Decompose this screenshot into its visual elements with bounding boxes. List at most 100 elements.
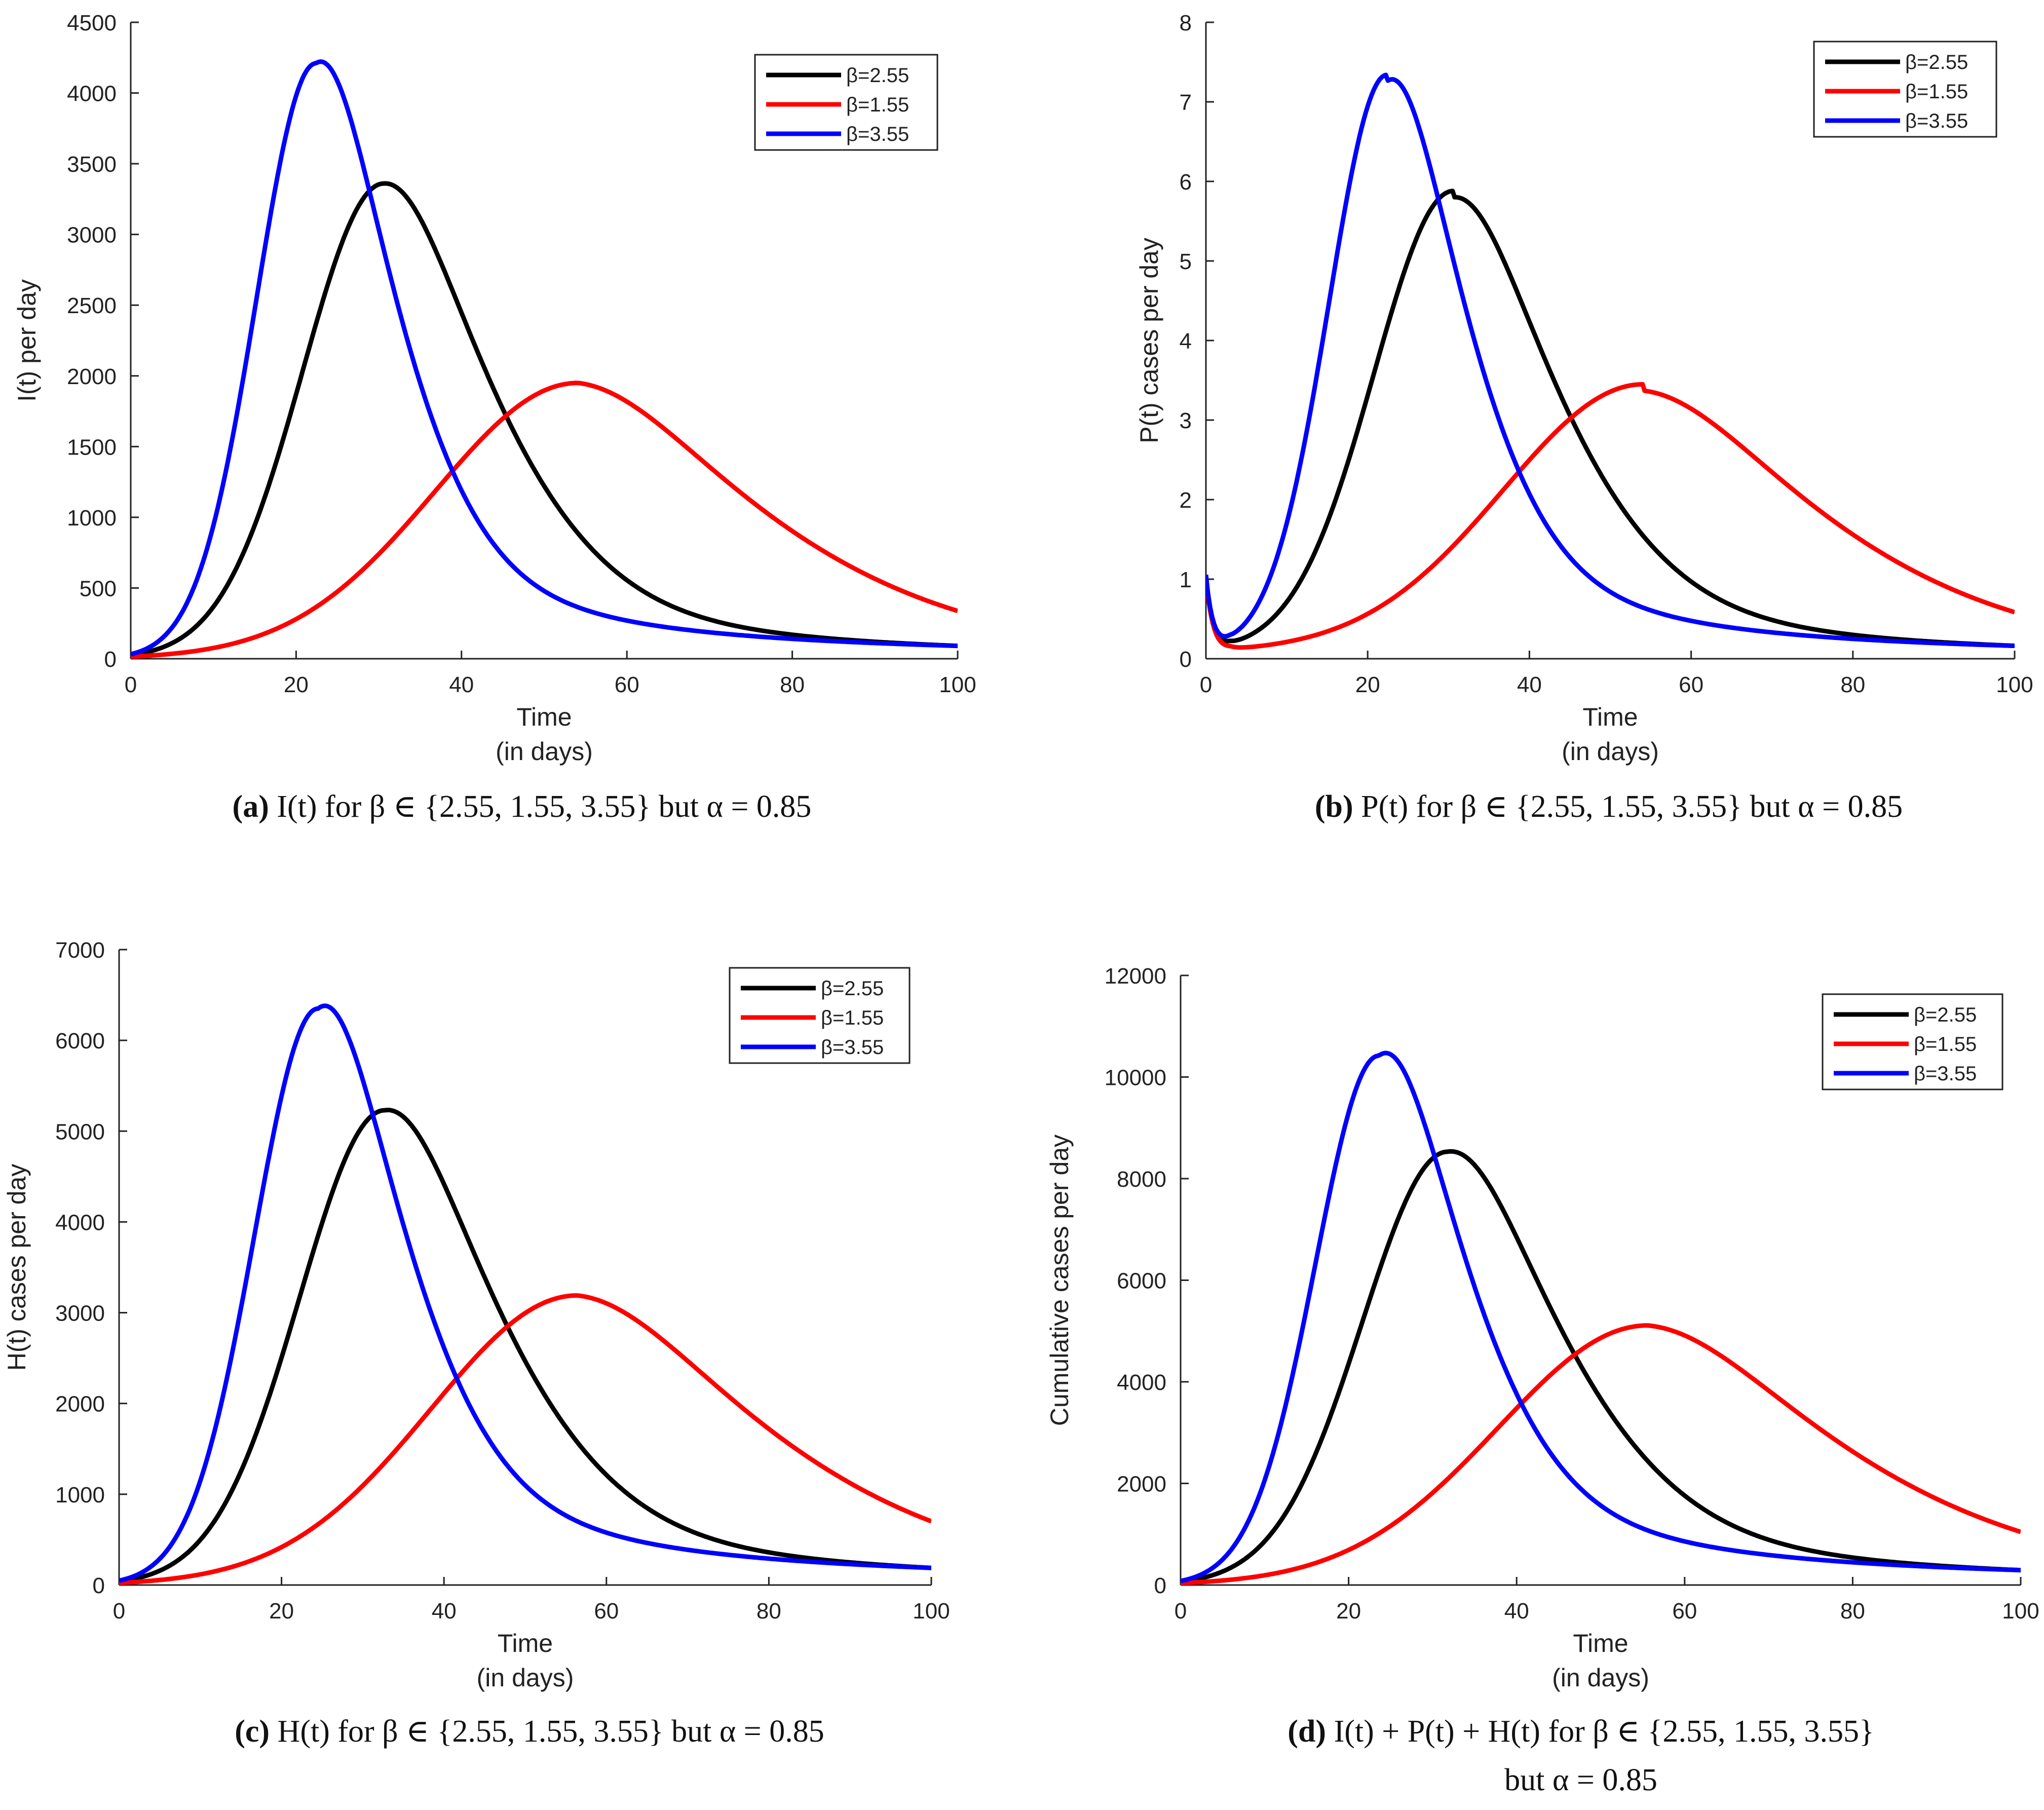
series-line-2: [1206, 382, 2015, 650]
x-tick-label: 0: [1200, 672, 1212, 697]
panel-caption-text: P(t) for β ∈ {2.55, 1.55, 3.55} but α = …: [1361, 789, 1903, 824]
x-tick-label: 0: [125, 672, 137, 697]
series-line-1: [131, 181, 958, 658]
panel-caption-label: (b): [1315, 789, 1361, 824]
series-line-1: [1181, 1149, 2021, 1584]
panel-caption: (b) P(t) for β ∈ {2.55, 1.55, 3.55} but …: [1315, 789, 1903, 824]
y-axis-label: H(t) cases per day: [3, 1164, 31, 1371]
x-tick-label: 60: [1672, 1599, 1697, 1624]
y-tick-label: 7000: [55, 938, 105, 963]
x-tick-label: 60: [1679, 672, 1704, 697]
x-tick-label: 100: [913, 1599, 950, 1624]
x-tick-label: 100: [2002, 1599, 2039, 1624]
chart-panel-a: 0 20 40 60 80 1000500100015002000250030003500…: [13, 11, 976, 824]
x-tick-label: 100: [1996, 672, 2033, 697]
y-tick-label: 1000: [55, 1483, 105, 1507]
panel-caption: (a) I(t) for β ∈ {2.55, 1.55, 3.55} but …: [233, 789, 812, 824]
x-tick-label: 80: [1840, 672, 1865, 697]
series-line-3: [131, 59, 958, 657]
y-tick-label: 6000: [55, 1029, 105, 1053]
legend-entry-3: β=3.55: [821, 1036, 884, 1059]
x-tick-label: 40: [1517, 672, 1542, 697]
y-tick-label: 5000: [55, 1119, 105, 1144]
y-tick-label: 6000: [1117, 1269, 1166, 1294]
y-tick-label: 2500: [67, 293, 117, 318]
legend-entry-1: β=2.55: [1914, 1004, 1977, 1026]
legend-entry-1: β=2.55: [821, 977, 884, 1000]
y-tick-label: 10000: [1105, 1066, 1166, 1090]
legend-entry-2: β=1.55: [1914, 1033, 1977, 1055]
y-axis-label: Cumulative cases per day: [1045, 1135, 1074, 1426]
x-tick-label: 60: [594, 1599, 619, 1624]
series-line-3: [119, 1003, 931, 1583]
y-tick-label: 0: [1180, 647, 1192, 672]
x-tick-label: 20: [1355, 672, 1380, 697]
panel-caption-text: I(t) for β ∈ {2.55, 1.55, 3.55} but α = …: [277, 789, 811, 824]
x-axis-label-units: (in days): [496, 737, 593, 766]
y-tick-label: 2: [1180, 488, 1192, 513]
panel-caption-label: (a): [233, 789, 277, 824]
y-tick-label: 1500: [67, 435, 117, 460]
x-tick-label: 0: [113, 1599, 125, 1624]
x-tick-label: 40: [432, 1599, 457, 1624]
x-axis-label: Time: [1573, 1629, 1628, 1657]
panel-caption-line2: but α = 0.85: [1504, 1763, 1657, 1797]
y-tick-label: 6: [1180, 170, 1192, 195]
legend-entry-2: β=1.55: [846, 94, 909, 116]
legend-entry-3: β=3.55: [1905, 110, 1968, 132]
y-tick-label: 0: [93, 1573, 105, 1598]
y-tick-label: 3500: [67, 152, 117, 177]
y-tick-label: 3000: [67, 223, 117, 248]
y-tick-label: 4500: [67, 11, 117, 35]
x-tick-label: 40: [449, 672, 474, 697]
x-tick-label: 80: [780, 672, 805, 697]
y-tick-label: 2000: [55, 1392, 105, 1417]
legend-entry-1: β=2.55: [1905, 51, 1968, 73]
legend: β=2.55 β=1.55 β=3.55: [1822, 993, 2003, 1090]
y-tick-label: 1000: [67, 506, 117, 531]
x-tick-label: 20: [1336, 1599, 1361, 1624]
x-tick-label: 20: [284, 672, 309, 697]
x-axis-label-units: (in days): [1552, 1664, 1649, 1692]
x-axis-label: Time: [516, 703, 572, 731]
legend-entry-3: β=3.55: [1914, 1063, 1977, 1085]
x-tick-label: 80: [1840, 1599, 1865, 1624]
series-line-2: [1181, 1323, 2021, 1585]
y-tick-label: 5: [1180, 249, 1192, 274]
x-tick-label: 80: [756, 1599, 781, 1624]
y-tick-label: 0: [104, 647, 117, 672]
series-line-2: [131, 381, 958, 659]
x-tick-label: 40: [1504, 1599, 1529, 1624]
series-line-1: [119, 1108, 931, 1584]
chart-panel-c: 0 20 40 60 80 1000100020003000400050006000700…: [3, 938, 950, 1749]
series-line-1: [1206, 188, 2015, 648]
y-tick-label: 12000: [1105, 964, 1166, 989]
y-tick-label: 4000: [55, 1210, 105, 1235]
legend-entry-1: β=2.55: [846, 64, 909, 87]
panel-caption: (c) H(t) for β ∈ {2.55, 1.55, 3.55} but …: [235, 1714, 824, 1749]
legend: β=2.55 β=1.55 β=3.55: [754, 54, 938, 151]
y-tick-label: 500: [80, 576, 117, 601]
x-axis-label: Time: [1582, 703, 1638, 731]
panel-caption-label: (d): [1288, 1714, 1334, 1749]
x-axis-label-units: (in days): [477, 1664, 574, 1692]
chart-panel-d: 0 20 40 60 80 100 0 2000 4000 6000 8000 10000 12000 T…: [1045, 964, 2039, 1797]
y-tick-label: 2000: [1117, 1472, 1166, 1497]
series-line-3: [1181, 1050, 2021, 1583]
y-tick-label: 3: [1180, 408, 1192, 433]
series-line-2: [119, 1293, 931, 1585]
x-tick-label: 60: [615, 672, 639, 697]
legend: β=2.55 β=1.55 β=3.55: [1813, 41, 1997, 138]
y-tick-label: 0: [1154, 1573, 1166, 1598]
panel-caption-label: (c): [235, 1714, 277, 1749]
series-line-3: [1206, 72, 2015, 648]
panel-caption-text: I(t) + P(t) + H(t) for β ∈ {2.55, 1.55, …: [1334, 1714, 1874, 1749]
y-axis-label: I(t) per day: [13, 279, 41, 402]
chart-panel-b: 0 20 40 60 80 100 0 1 2 3 4 5 6 7 8 Time (in days) P(t) c…: [1135, 11, 2033, 824]
y-tick-label: 3000: [55, 1301, 105, 1326]
x-tick-label: 20: [269, 1599, 294, 1624]
y-tick-label: 7: [1180, 90, 1192, 115]
panel-caption-text: H(t) for β ∈ {2.55, 1.55, 3.55} but α = …: [278, 1714, 824, 1749]
legend-entry-2: β=1.55: [821, 1007, 884, 1029]
